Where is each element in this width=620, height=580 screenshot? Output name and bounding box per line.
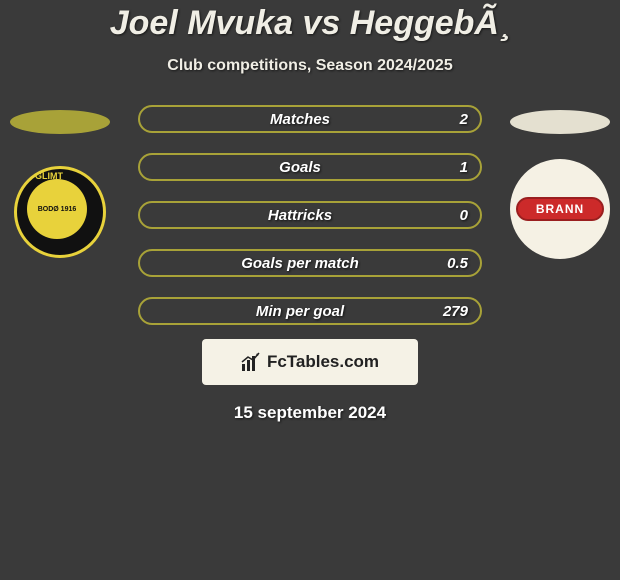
page-title: Joel Mvuka vs HeggebÃ¸ bbox=[110, 4, 511, 43]
stat-row: Goals per match0.5 bbox=[138, 249, 482, 277]
stat-label: Goals bbox=[172, 159, 428, 176]
stat-label: Min per goal bbox=[172, 303, 428, 320]
comparison-card: Joel Mvuka vs HeggebÃ¸ Club competitions… bbox=[0, 0, 620, 580]
stats-area: GLIMT BODØ 1916 Matches2Goals1Hattricks0… bbox=[0, 105, 620, 325]
right-club-badge: BRANN bbox=[510, 159, 610, 259]
left-player-photo-placeholder bbox=[10, 110, 110, 134]
stat-right-value: 1 bbox=[428, 159, 468, 176]
comparison-date: 15 september 2024 bbox=[234, 403, 386, 423]
stat-label: Matches bbox=[172, 111, 428, 128]
stat-right-value: 279 bbox=[428, 303, 468, 320]
right-player-photo-placeholder bbox=[510, 110, 610, 134]
left-player-column: GLIMT BODØ 1916 bbox=[0, 105, 120, 258]
stat-right-value: 2 bbox=[428, 111, 468, 128]
stat-label: Hattricks bbox=[172, 207, 428, 224]
stat-row: Hattricks0 bbox=[138, 201, 482, 229]
right-player-column: BRANN bbox=[500, 105, 620, 259]
stat-row: Goals1 bbox=[138, 153, 482, 181]
stats-column: Matches2Goals1Hattricks0Goals per match0… bbox=[120, 105, 500, 325]
stat-right-value: 0 bbox=[428, 207, 468, 224]
stat-right-value: 0.5 bbox=[428, 255, 468, 272]
left-badge-inner: BODØ 1916 bbox=[27, 179, 87, 239]
left-club-badge: GLIMT BODØ 1916 bbox=[14, 166, 106, 258]
stat-row: Min per goal279 bbox=[138, 297, 482, 325]
stat-row: Matches2 bbox=[138, 105, 482, 133]
fctables-attribution[interactable]: FcTables.com bbox=[202, 339, 418, 385]
fctables-label: FcTables.com bbox=[267, 352, 379, 372]
page-subtitle: Club competitions, Season 2024/2025 bbox=[167, 57, 452, 75]
right-badge-text: BRANN bbox=[516, 197, 604, 221]
stat-label: Goals per match bbox=[172, 255, 428, 272]
chart-icon bbox=[241, 352, 261, 372]
